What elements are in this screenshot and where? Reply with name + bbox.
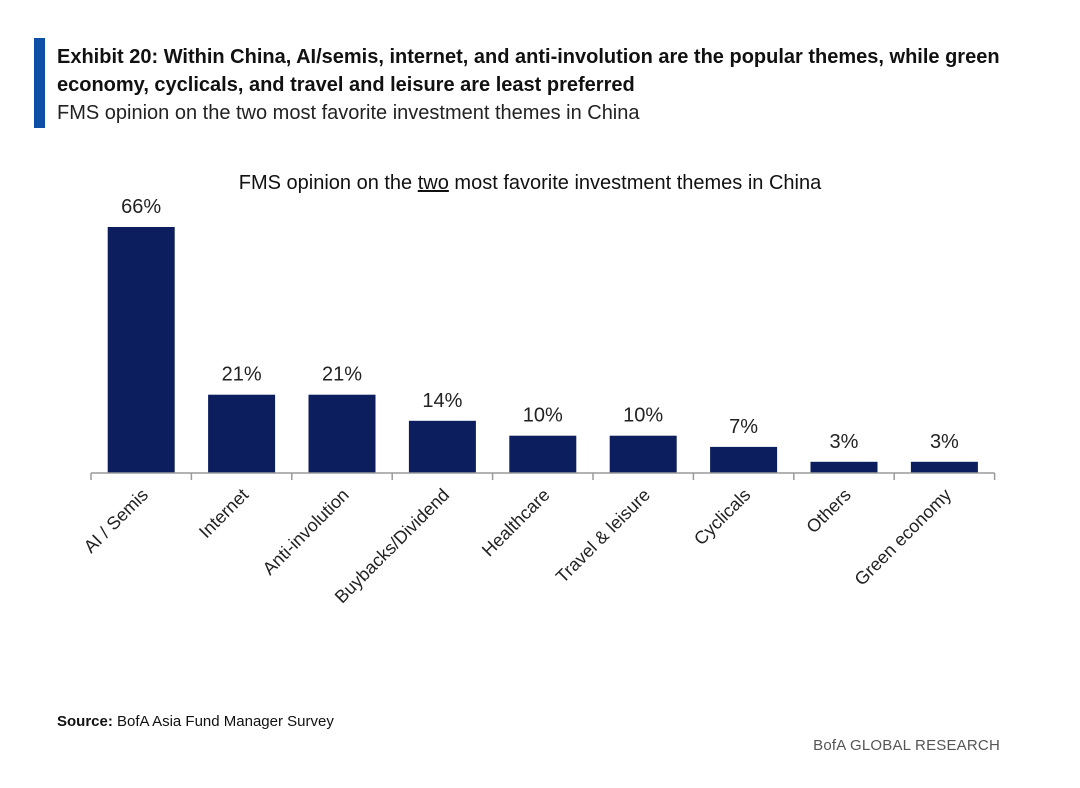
exhibit-accent-bar bbox=[34, 38, 45, 128]
data-label: 21% bbox=[222, 364, 262, 386]
bar bbox=[408, 420, 476, 473]
category-label: Internet bbox=[195, 485, 252, 542]
category-label: Travel & leisure bbox=[552, 485, 654, 587]
category-label: Green economy bbox=[851, 485, 956, 590]
chart-title: FMS opinion on the two most favorite inv… bbox=[239, 172, 822, 194]
chart-title-part: most favorite investment themes in China bbox=[449, 172, 822, 194]
bar bbox=[208, 394, 276, 473]
chart-title-part: FMS opinion on the bbox=[239, 172, 418, 194]
category-label: Others bbox=[802, 485, 854, 537]
category-label: Cyclicals bbox=[690, 485, 754, 549]
category-label: Healthcare bbox=[478, 485, 554, 561]
category-label: Buybacks/Dividend bbox=[331, 485, 453, 607]
footer-brand: BofA GLOBAL RESEARCH bbox=[813, 737, 1000, 754]
bar bbox=[810, 461, 878, 473]
bar bbox=[509, 435, 577, 473]
bar bbox=[107, 227, 175, 473]
data-label: 14% bbox=[422, 390, 462, 412]
exhibit-title: Exhibit 20: Within China, AI/semis, inte… bbox=[57, 46, 1000, 96]
exhibit-subtitle: FMS opinion on the two most favorite inv… bbox=[57, 102, 640, 124]
data-label: 3% bbox=[830, 431, 859, 453]
source-label: Source: bbox=[57, 713, 113, 730]
bar bbox=[710, 446, 778, 473]
bar-chart: FMS opinion on the two most favorite inv… bbox=[80, 172, 996, 607]
data-label: 3% bbox=[930, 431, 959, 453]
data-label: 21% bbox=[322, 364, 362, 386]
category-label: AI / Semis bbox=[80, 485, 152, 557]
bar bbox=[609, 435, 677, 473]
data-label: 10% bbox=[523, 405, 563, 427]
source-note: Source: BofA Asia Fund Manager Survey bbox=[57, 713, 334, 730]
bar bbox=[910, 461, 978, 473]
bar bbox=[308, 394, 376, 473]
data-label: 66% bbox=[121, 196, 161, 218]
category-label: Anti-involution bbox=[259, 485, 353, 579]
data-label: 10% bbox=[623, 405, 663, 427]
chart-title-part: two bbox=[418, 172, 449, 194]
data-label: 7% bbox=[729, 416, 758, 438]
source-text: BofA Asia Fund Manager Survey bbox=[117, 713, 334, 730]
